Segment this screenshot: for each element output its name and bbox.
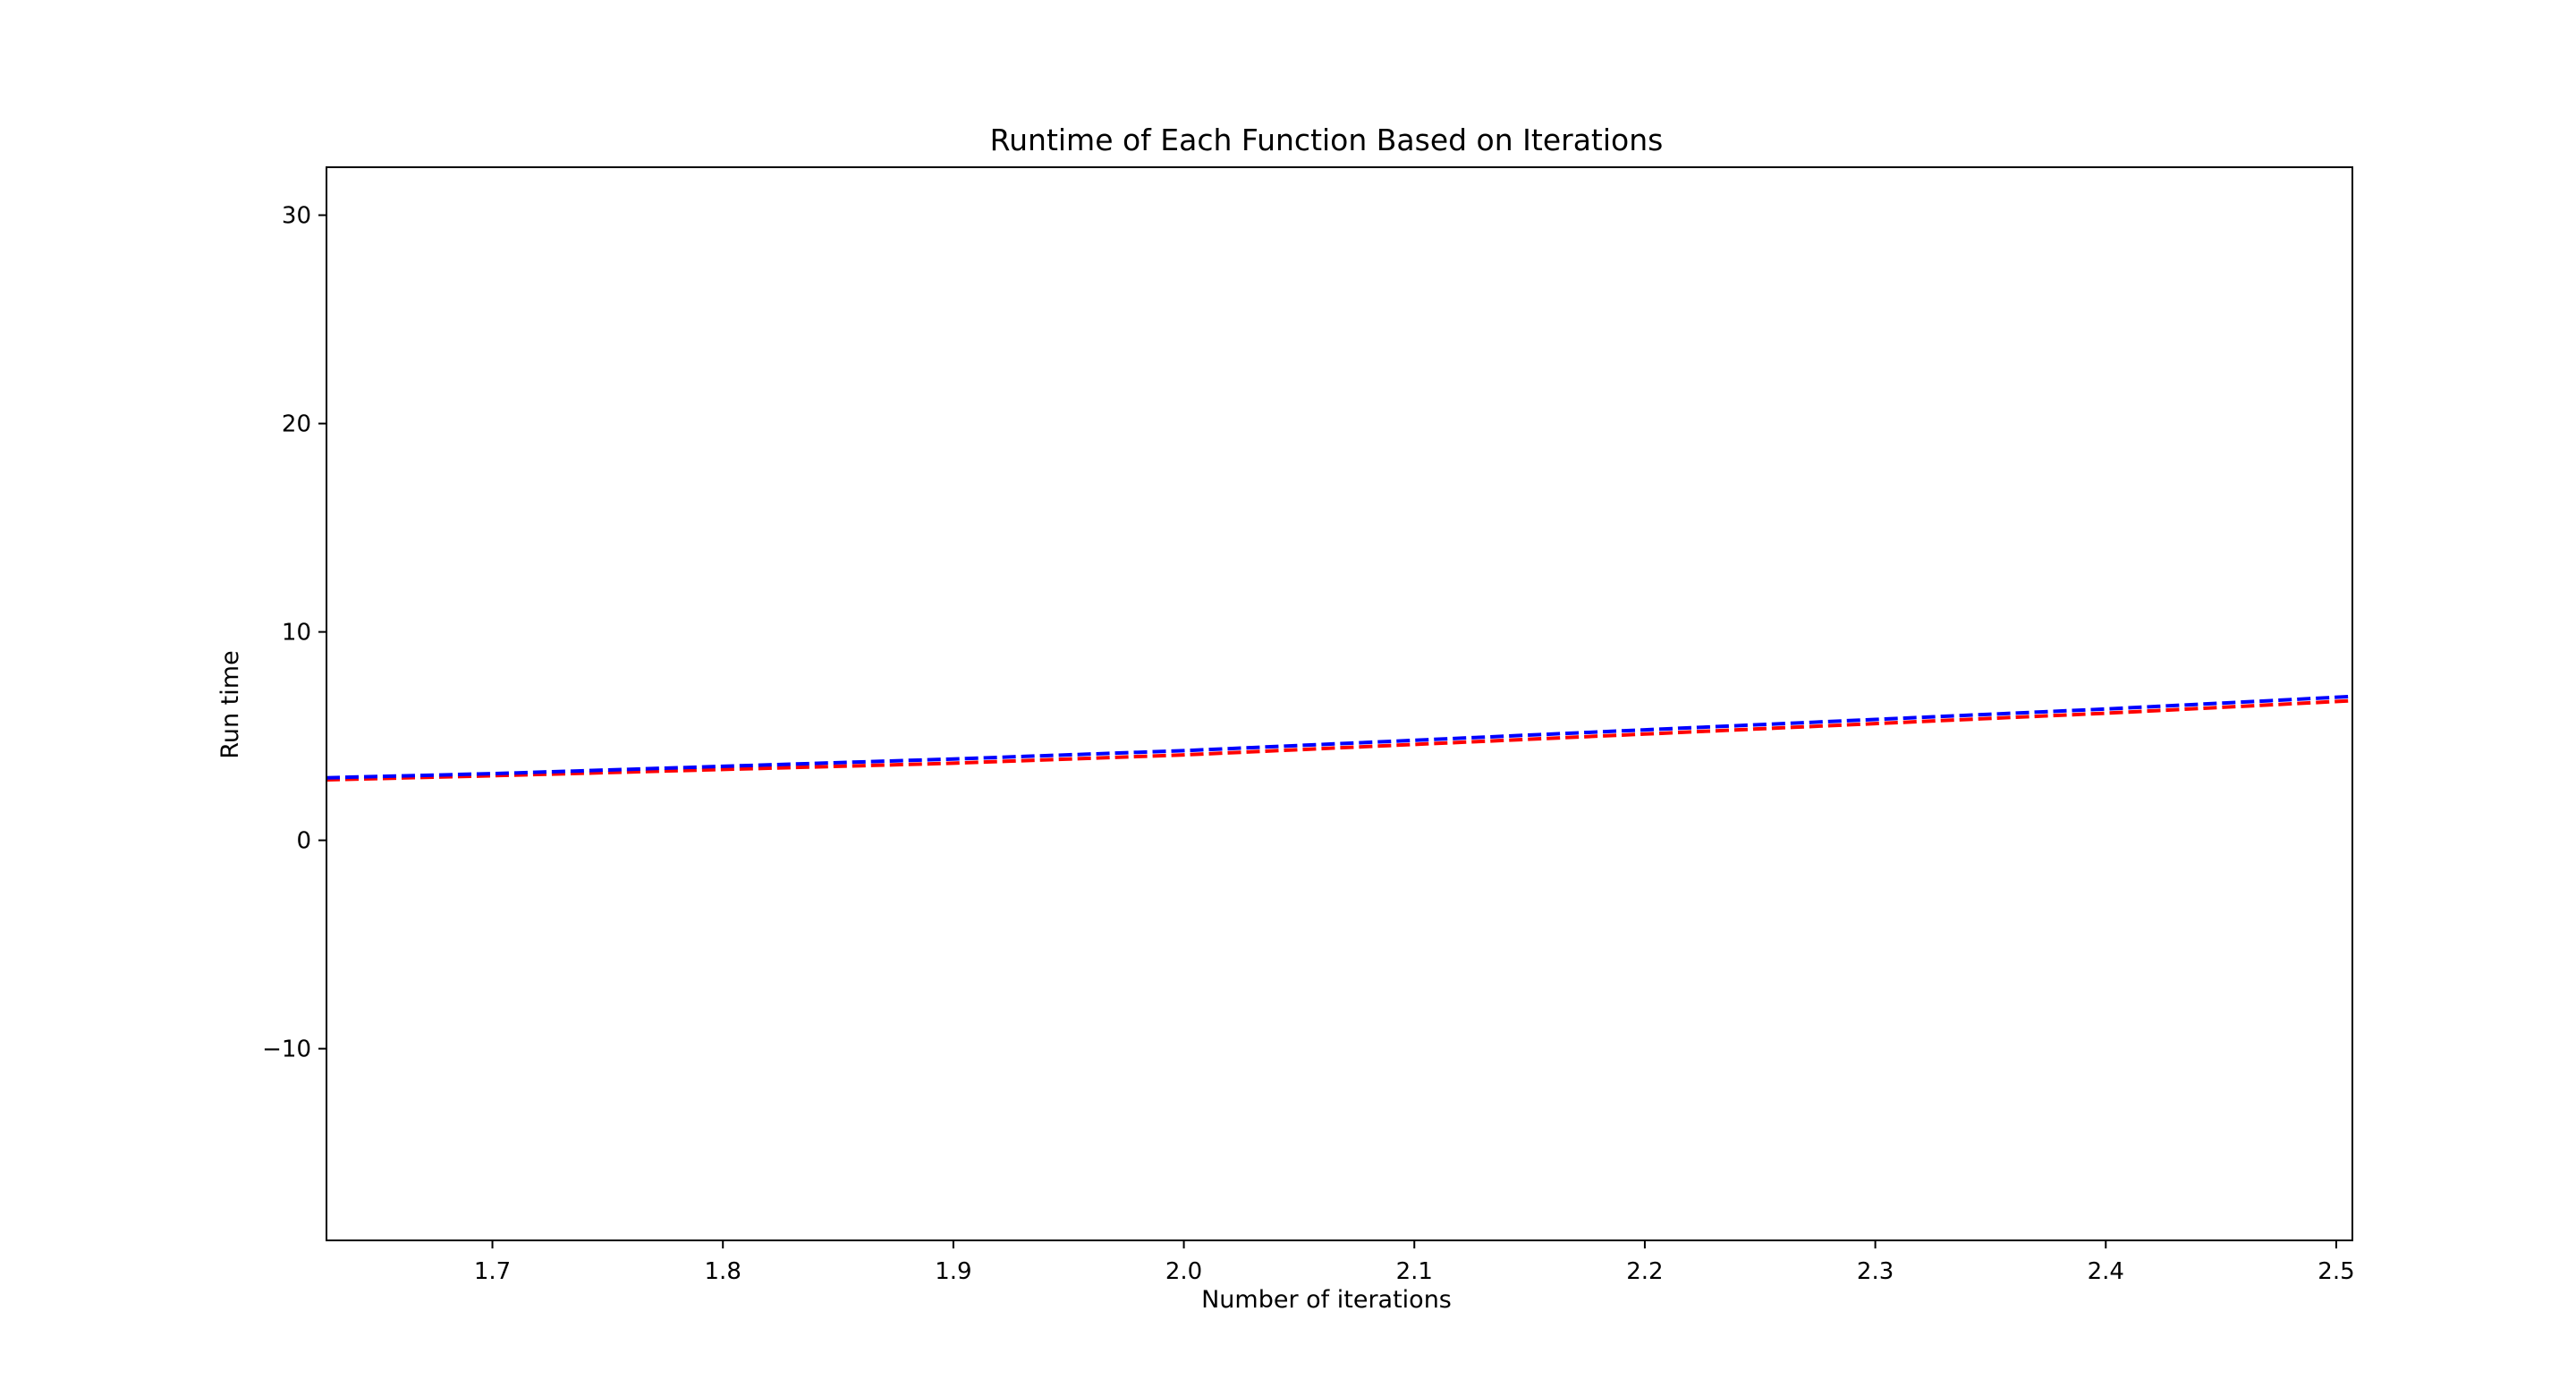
y-tick-label: 10 bbox=[282, 620, 311, 647]
x-tick-label: 2.0 bbox=[1165, 1258, 1202, 1285]
x-tick-label: 2.3 bbox=[1857, 1258, 1894, 1285]
x-tick-label: 2.2 bbox=[1626, 1258, 1663, 1285]
y-tick-label: 20 bbox=[282, 411, 311, 438]
plot-frame bbox=[326, 166, 2353, 1241]
y-tick-label: 30 bbox=[282, 203, 311, 230]
x-tick-label: 1.7 bbox=[474, 1258, 511, 1285]
x-tick-label: 1.8 bbox=[705, 1258, 741, 1285]
y-tick-label: 0 bbox=[296, 828, 311, 855]
x-tick-label: 2.1 bbox=[1396, 1258, 1433, 1285]
x-tick-label: 2.5 bbox=[2318, 1258, 2354, 1285]
series-line-1 bbox=[326, 698, 2352, 782]
chart-title: Runtime of Each Function Based on Iterat… bbox=[990, 123, 1664, 157]
series-line-2 bbox=[326, 694, 2352, 780]
y-axis-label: Run time bbox=[216, 650, 244, 758]
y-tick-label: −10 bbox=[262, 1036, 311, 1063]
x-tick-label: 1.9 bbox=[935, 1258, 971, 1285]
plot-area: 1.7 1.8 1.9 2.0 2.1 2.2 2.3 2.4 2.5 30 20 10 0 −10 bbox=[262, 166, 2355, 1285]
x-tick-label: 2.4 bbox=[2088, 1258, 2124, 1285]
x-axis-label: Number of iterations bbox=[1201, 1286, 1452, 1314]
